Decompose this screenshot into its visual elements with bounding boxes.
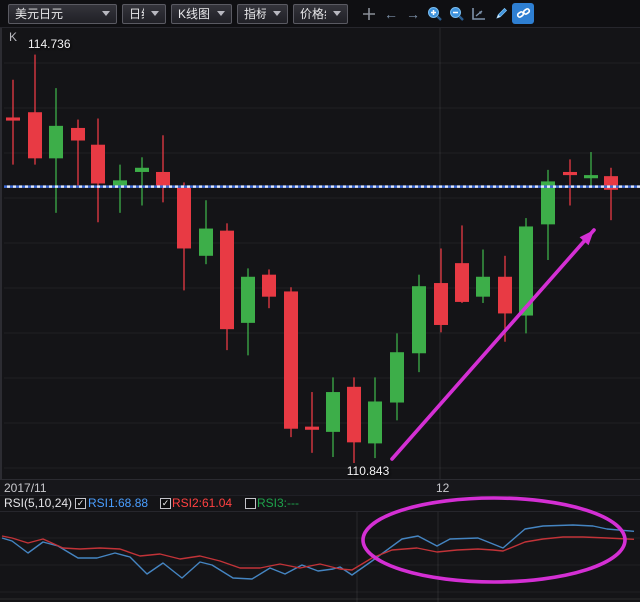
rsi1-line bbox=[1, 524, 635, 580]
candle-body bbox=[220, 230, 234, 330]
candle-body bbox=[49, 125, 63, 159]
candle-body bbox=[284, 291, 298, 429]
candle-body bbox=[476, 276, 490, 297]
candle-body bbox=[305, 426, 319, 430]
price-line-dropdown-label: 价格线 bbox=[300, 7, 326, 21]
candle-body bbox=[455, 263, 469, 302]
candle-body bbox=[519, 226, 533, 316]
rsi-chart[interactable] bbox=[0, 511, 640, 602]
pan-right-button[interactable]: → bbox=[406, 5, 420, 22]
crosshair-tool-button[interactable] bbox=[358, 3, 380, 24]
rsi3-checkbox[interactable] bbox=[245, 498, 256, 509]
rsi2-checkbox[interactable]: ✓ bbox=[160, 498, 171, 509]
chart-type-dropdown[interactable]: K线图 bbox=[171, 3, 232, 24]
indicator-dropdown[interactable]: 指标 bbox=[237, 3, 288, 24]
tool-buttons: ← → bbox=[358, 3, 534, 24]
candle-body bbox=[113, 180, 127, 186]
candle-body bbox=[412, 286, 426, 354]
pencil-icon bbox=[495, 7, 507, 19]
indicator-dropdown-label: 指标 bbox=[244, 7, 266, 21]
period-dropdown-label: 日线 bbox=[129, 7, 144, 21]
symbol-dropdown-label: 美元日元 bbox=[15, 7, 64, 21]
candle-body bbox=[199, 228, 213, 256]
rsi1-checkbox[interactable]: ✓ bbox=[75, 498, 86, 509]
candlestick-chart[interactable]: K 114.736 110.843 bbox=[0, 28, 640, 479]
rsi-plot bbox=[0, 512, 640, 602]
zoom-in-button[interactable] bbox=[424, 3, 446, 24]
rsi1-value-label: RSI1:68.88 bbox=[88, 496, 149, 510]
period-dropdown[interactable]: 日线 bbox=[122, 3, 166, 24]
candle-body bbox=[262, 274, 276, 297]
candle-body bbox=[241, 276, 255, 323]
pan-left-button[interactable]: ← bbox=[384, 5, 398, 22]
draw-tool-button[interactable] bbox=[490, 3, 512, 24]
chart-type-dropdown-label: K线图 bbox=[178, 7, 210, 21]
chevron-down-icon bbox=[273, 11, 281, 16]
candle-body bbox=[177, 187, 191, 249]
chevron-down-icon bbox=[102, 11, 110, 16]
rsi3-value-label: RSI3:--- bbox=[257, 496, 299, 510]
candle-body bbox=[135, 167, 149, 172]
candle-body bbox=[584, 175, 598, 179]
candle-body bbox=[390, 352, 404, 403]
crosshair-icon bbox=[363, 7, 375, 20]
candle-body bbox=[6, 117, 20, 121]
candle-body bbox=[563, 171, 577, 176]
candle-body bbox=[347, 386, 361, 443]
candle-body bbox=[434, 283, 448, 325]
chevron-down-icon bbox=[333, 11, 341, 16]
zoom-in-icon bbox=[428, 6, 442, 21]
panel-type-label: K bbox=[9, 30, 18, 44]
zoom-out-icon bbox=[450, 6, 464, 21]
low-price-label: 110.843 bbox=[346, 464, 390, 478]
candle-body bbox=[28, 112, 42, 159]
candle-body bbox=[368, 401, 382, 444]
candlestick-plot bbox=[4, 28, 640, 479]
time-axis[interactable]: 2017/11 12 bbox=[0, 479, 640, 496]
rsi2-value-label: RSI2:61.04 bbox=[172, 496, 233, 510]
axis-scale-icon bbox=[472, 7, 485, 20]
axis-month-label: 12 bbox=[436, 481, 450, 495]
link-icon bbox=[516, 8, 530, 18]
chevron-down-icon bbox=[151, 11, 159, 16]
symbol-dropdown[interactable]: 美元日元 bbox=[8, 3, 117, 24]
price-line-dropdown[interactable]: 价格线 bbox=[293, 3, 348, 24]
chevron-down-icon bbox=[217, 11, 225, 16]
rsi-legend: RSI(5,10,24) ✓ RSI1:68.88 ✓ RSI2:61.04 R… bbox=[0, 496, 640, 511]
candle-body bbox=[91, 144, 105, 184]
candle-body bbox=[541, 181, 555, 225]
axis-scale-tool-button[interactable] bbox=[468, 3, 490, 24]
toolbar: 美元日元 日线 K线图 指标 价格线 ← → bbox=[0, 0, 640, 28]
candle-body bbox=[71, 127, 85, 141]
link-tool-button[interactable] bbox=[512, 3, 534, 24]
rsi-title: RSI(5,10,24) bbox=[4, 496, 73, 510]
candle-body bbox=[498, 276, 512, 314]
candle-body bbox=[156, 171, 170, 186]
axis-start-label: 2017/11 bbox=[4, 481, 47, 495]
zoom-out-button[interactable] bbox=[446, 3, 468, 24]
candle-body bbox=[326, 392, 340, 432]
high-price-label: 114.736 bbox=[28, 37, 71, 51]
